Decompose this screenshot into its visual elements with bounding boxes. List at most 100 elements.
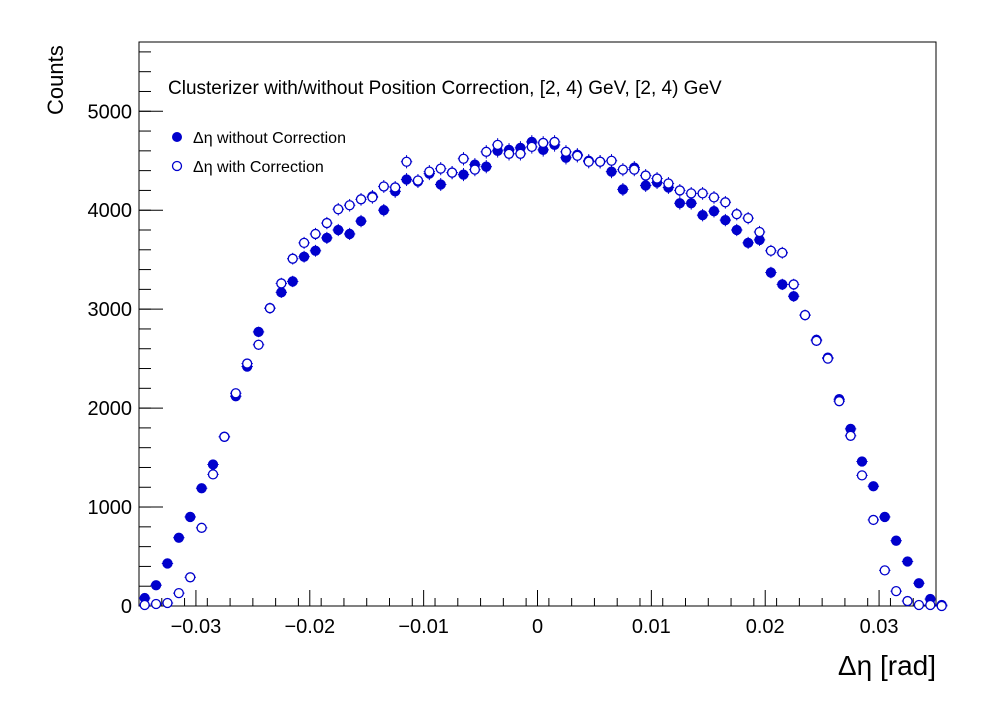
data-point — [788, 279, 799, 290]
x-tick-label: 0.02 — [746, 616, 785, 638]
data-point — [150, 580, 162, 591]
data-point — [503, 148, 515, 159]
data-point — [834, 396, 845, 407]
data-point — [333, 204, 344, 215]
data-point — [378, 205, 389, 216]
data-point — [708, 206, 720, 217]
legend-marker-with-correction — [171, 160, 183, 172]
data-point — [913, 599, 925, 611]
y-axis-ticks: 0 1000 2000 3000 4000 5000 — [88, 51, 163, 618]
data-point — [799, 309, 811, 321]
data-point — [321, 232, 333, 244]
y-tick-label: 3000 — [88, 299, 133, 321]
y-tick-label: 0 — [121, 596, 132, 618]
data-point — [731, 209, 742, 220]
data-point — [207, 459, 219, 470]
series-layer — [139, 135, 948, 612]
series-with-correction — [139, 135, 948, 612]
x-tick-label: −0.01 — [398, 616, 449, 638]
data-point — [276, 287, 287, 298]
data-point — [526, 141, 537, 153]
data-point — [617, 184, 629, 195]
data-point — [287, 253, 298, 264]
legend-label-with-correction: Δη with Correction — [193, 159, 324, 176]
data-point — [879, 511, 890, 523]
x-tick-label: 0 — [532, 616, 543, 638]
data-point — [276, 278, 287, 289]
data-point — [629, 164, 640, 175]
data-point — [333, 224, 344, 236]
data-point — [310, 245, 321, 256]
data-point — [606, 166, 617, 177]
data-point — [173, 587, 185, 599]
y-tick-label: 1000 — [88, 497, 133, 519]
data-point — [310, 228, 321, 240]
data-point — [435, 179, 446, 190]
data-point — [891, 586, 902, 597]
data-point — [936, 600, 947, 612]
data-point — [913, 578, 925, 589]
legend-label-without-correction: Δη without Correction — [193, 130, 346, 147]
data-point — [902, 556, 913, 567]
data-point — [560, 146, 572, 157]
data-point — [298, 251, 310, 262]
data-point — [891, 535, 902, 546]
data-point — [640, 170, 651, 181]
data-point — [777, 247, 788, 258]
data-point — [264, 303, 276, 314]
data-point — [902, 595, 913, 607]
data-point — [754, 226, 765, 238]
data-point — [196, 483, 207, 494]
legend-marker-without-correction — [172, 132, 182, 142]
data-point — [458, 169, 469, 180]
data-point — [765, 245, 777, 256]
data-point — [868, 481, 879, 492]
data-point — [207, 469, 219, 480]
data-point — [401, 156, 412, 167]
data-point — [742, 212, 754, 224]
data-point — [640, 180, 651, 191]
data-point — [856, 470, 868, 481]
data-point — [401, 174, 412, 185]
x-tick-label: 0.01 — [632, 616, 671, 638]
data-point — [594, 156, 606, 167]
data-point — [697, 188, 708, 199]
data-point — [515, 148, 526, 159]
data-point — [412, 175, 424, 186]
data-point — [253, 339, 264, 350]
data-point — [481, 146, 492, 157]
data-point — [811, 335, 822, 346]
data-point — [344, 200, 355, 211]
data-point — [344, 228, 355, 240]
data-point — [765, 267, 777, 278]
chart-title: Clusterizer with/without Position Correc… — [168, 78, 722, 99]
data-point — [185, 572, 196, 583]
data-point — [230, 388, 241, 399]
x-tick-label: −0.02 — [284, 616, 335, 638]
data-point — [321, 217, 333, 229]
data-point — [446, 167, 458, 178]
data-point — [617, 164, 629, 175]
x-axis-ticks: −0.03 −0.02 −0.01 0 0.01 0.02 0.03 — [138, 590, 937, 638]
data-point — [720, 197, 731, 208]
data-point — [150, 598, 162, 610]
y-tick-label: 2000 — [88, 398, 133, 420]
data-point — [481, 161, 492, 172]
data-point — [549, 136, 560, 148]
data-point — [298, 237, 310, 249]
data-point — [788, 291, 799, 302]
data-point — [355, 215, 367, 227]
data-point — [424, 166, 435, 177]
data-point — [663, 178, 674, 189]
data-point — [572, 150, 583, 161]
data-point — [253, 326, 264, 338]
legend: Δη without Correction Δη with Correction — [171, 130, 346, 176]
data-point — [378, 181, 389, 192]
data-point — [162, 558, 173, 569]
data-point — [879, 565, 890, 576]
data-point — [674, 185, 685, 196]
data-point — [458, 153, 469, 164]
data-point — [492, 139, 503, 151]
